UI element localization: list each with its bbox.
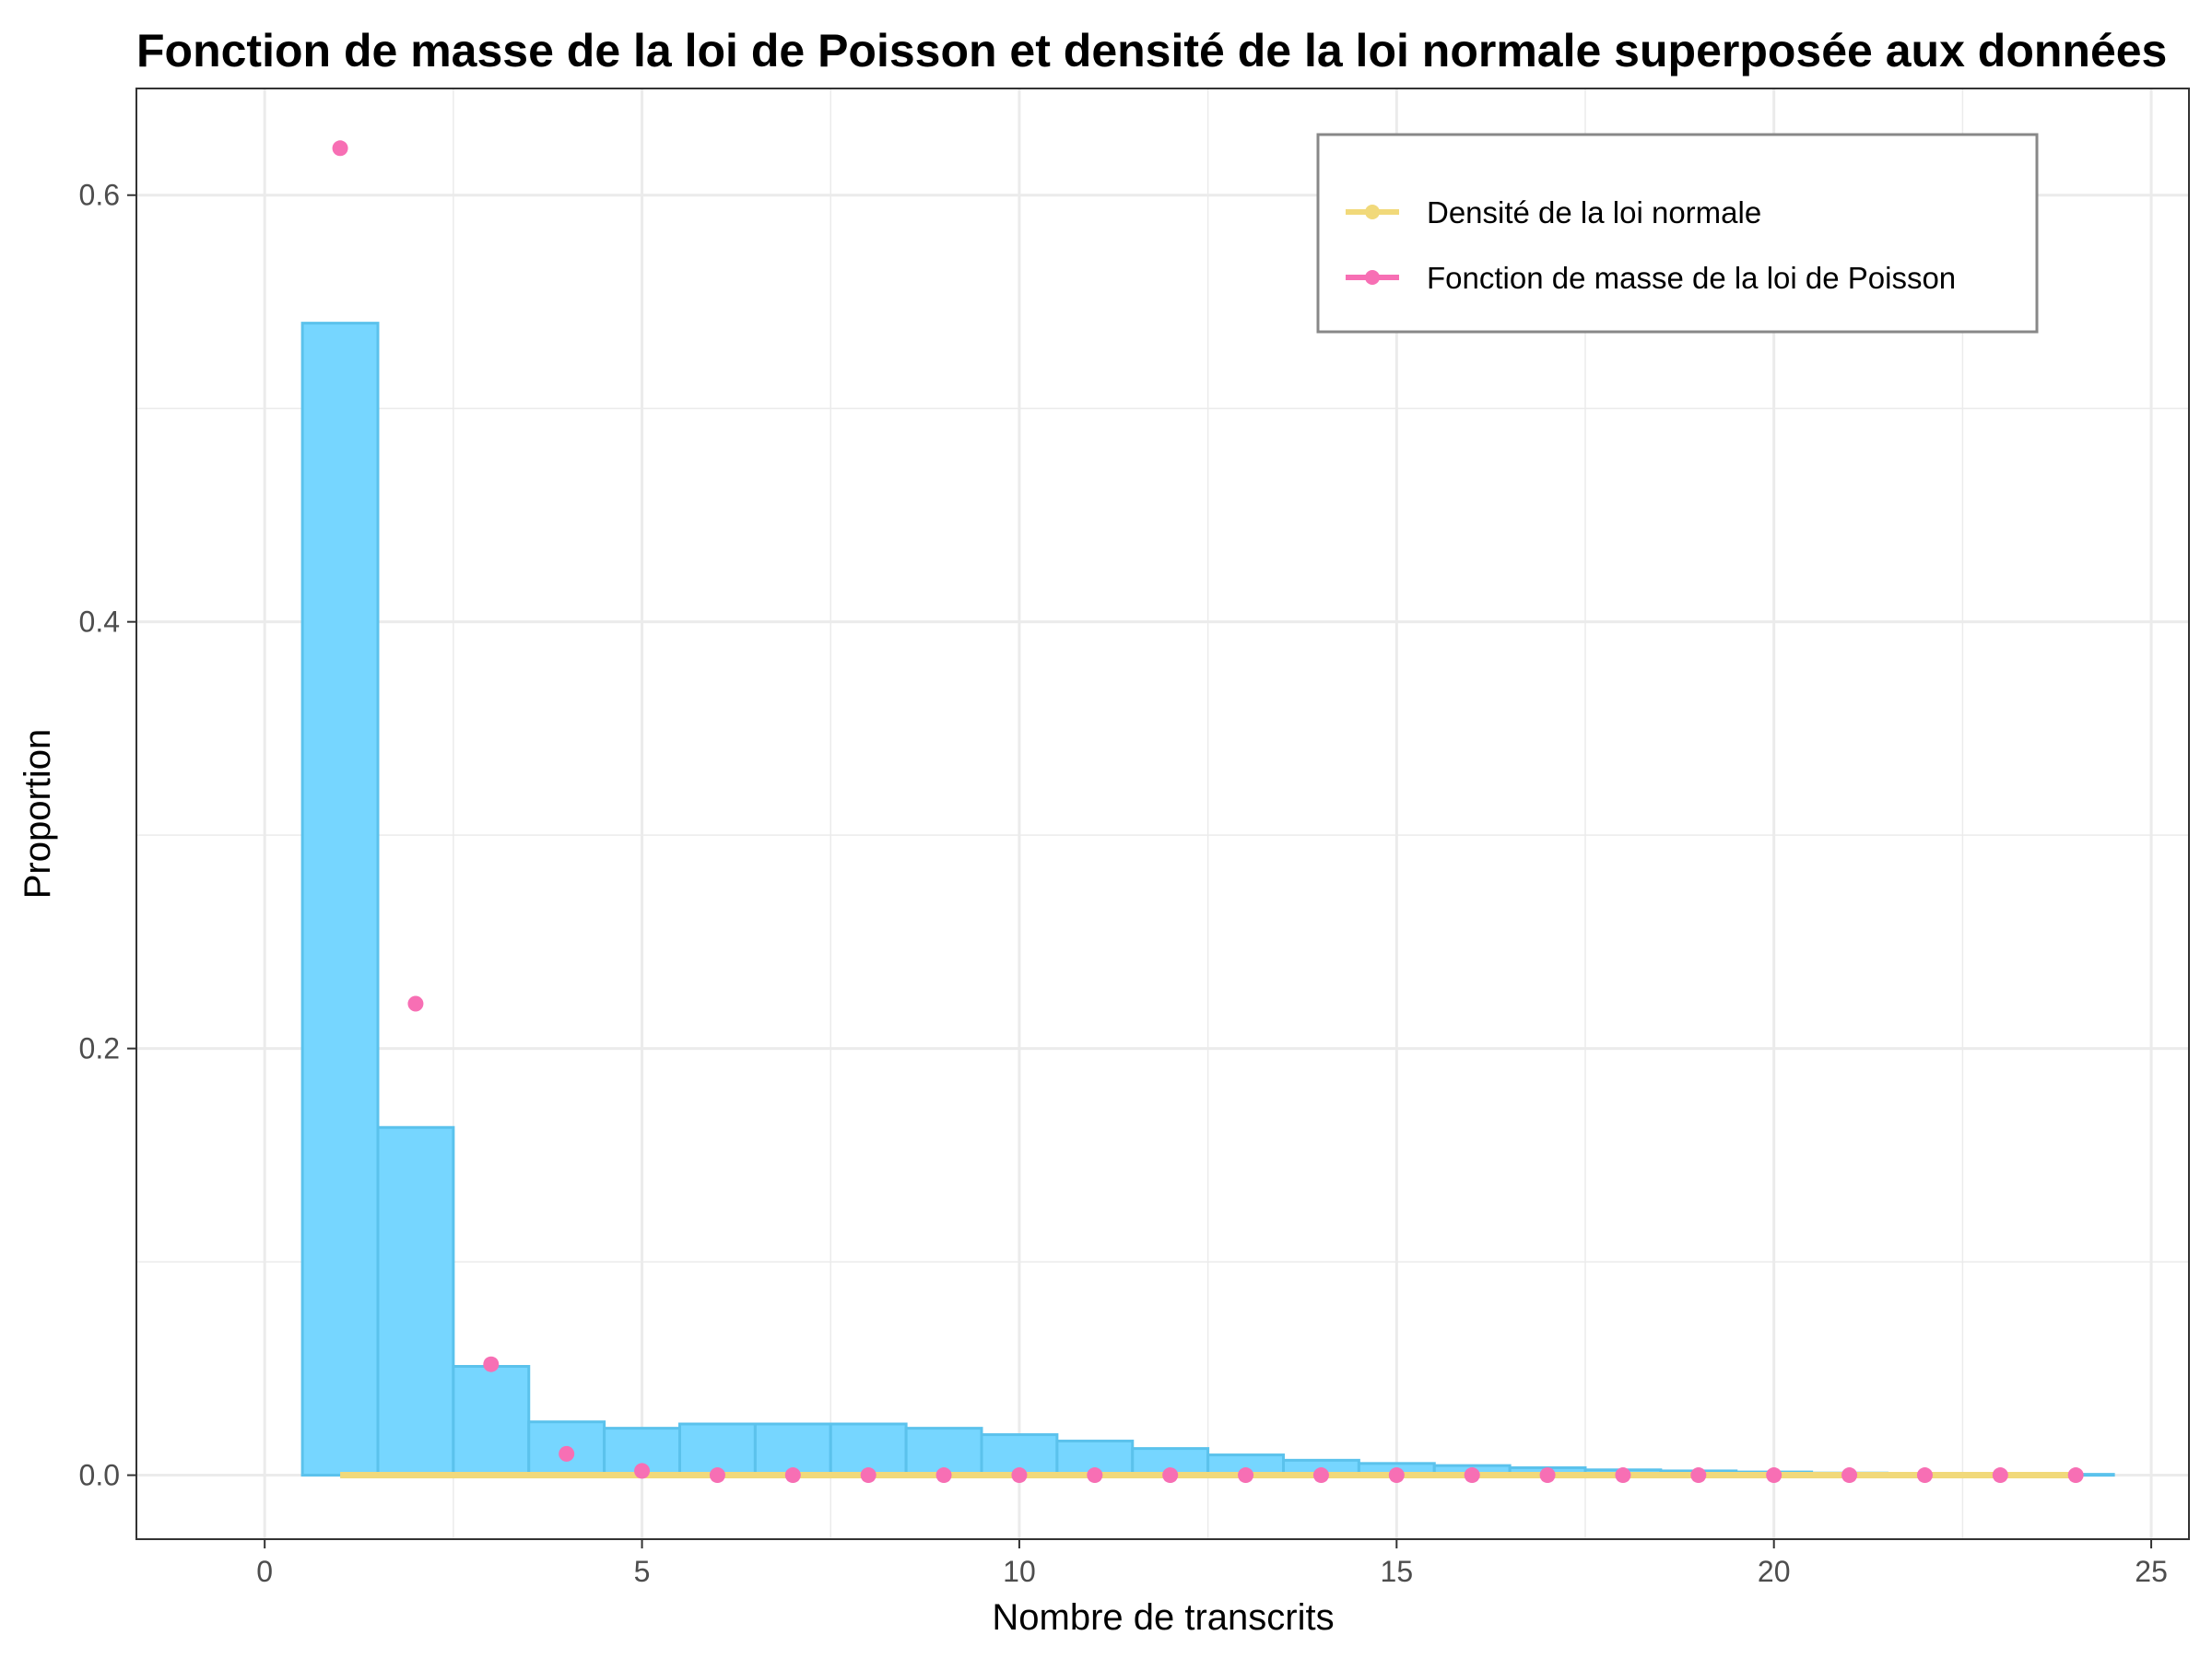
legend-key-poisson-dot xyxy=(1365,270,1380,285)
poisson-point xyxy=(784,1467,801,1484)
poisson-point xyxy=(1464,1467,1480,1484)
legend-label-normal: Densité de la loi normale xyxy=(1427,195,1761,229)
x-tick-label: 10 xyxy=(1003,1555,1036,1588)
histogram-bars xyxy=(300,322,2115,1477)
poisson-point xyxy=(559,1445,575,1462)
y-tick-label: 0.0 xyxy=(79,1459,120,1492)
histogram-bar xyxy=(300,322,380,1477)
y-axis-title: Proportion xyxy=(18,729,58,900)
legend-box xyxy=(1316,133,2039,334)
legend-label-poisson: Fonction de masse de la loi de Poisson xyxy=(1427,261,1956,295)
x-axis-title: Nombre de transcrits xyxy=(992,1597,1334,1638)
legend: Densité de la loi normale Fonction de ma… xyxy=(1316,133,2039,334)
y-tick-label: 0.6 xyxy=(79,179,120,212)
poisson-point xyxy=(407,995,424,1012)
y-axis-ticks: 0.0 0.2 0.4 0.6 xyxy=(79,179,136,1492)
histogram-bar xyxy=(376,1125,455,1477)
poisson-point xyxy=(1916,1467,1933,1484)
x-tick-label: 0 xyxy=(256,1555,273,1588)
poisson-point xyxy=(1238,1467,1254,1484)
poisson-point xyxy=(1011,1467,1028,1484)
poisson-point xyxy=(634,1463,651,1479)
histogram-bar xyxy=(452,1365,531,1477)
poisson-point xyxy=(1766,1467,1783,1484)
poisson-point xyxy=(935,1467,952,1484)
panel-border xyxy=(135,88,2190,1540)
poisson-point xyxy=(860,1467,877,1484)
x-axis-ticks: 0 5 10 15 20 25 xyxy=(256,1539,2168,1588)
poisson-point xyxy=(1312,1467,1329,1484)
poisson-point xyxy=(1841,1467,1858,1484)
chart-title: Fonction de masse de la loi de Poisson e… xyxy=(136,25,2167,76)
poisson-point xyxy=(1690,1467,1707,1484)
poisson-point xyxy=(1539,1467,1556,1484)
poisson-point xyxy=(332,140,348,157)
x-tick-label: 20 xyxy=(1758,1555,1791,1588)
poisson-point xyxy=(1162,1467,1179,1484)
poisson-point xyxy=(2067,1467,2084,1484)
poisson-point xyxy=(1615,1467,1631,1484)
poisson-point xyxy=(709,1467,725,1484)
x-tick-label: 15 xyxy=(1381,1555,1414,1588)
poisson-point xyxy=(1992,1467,2008,1484)
poisson-point xyxy=(483,1356,500,1372)
poisson-point xyxy=(1388,1467,1405,1484)
x-tick-label: 25 xyxy=(2135,1555,2168,1588)
poisson-point xyxy=(1087,1467,1103,1484)
poisson-points xyxy=(332,140,2084,1484)
legend-key-normal-dot xyxy=(1365,205,1380,219)
y-tick-label: 0.4 xyxy=(79,606,120,639)
x-tick-label: 5 xyxy=(634,1555,651,1588)
y-tick-label: 0.2 xyxy=(79,1032,120,1065)
